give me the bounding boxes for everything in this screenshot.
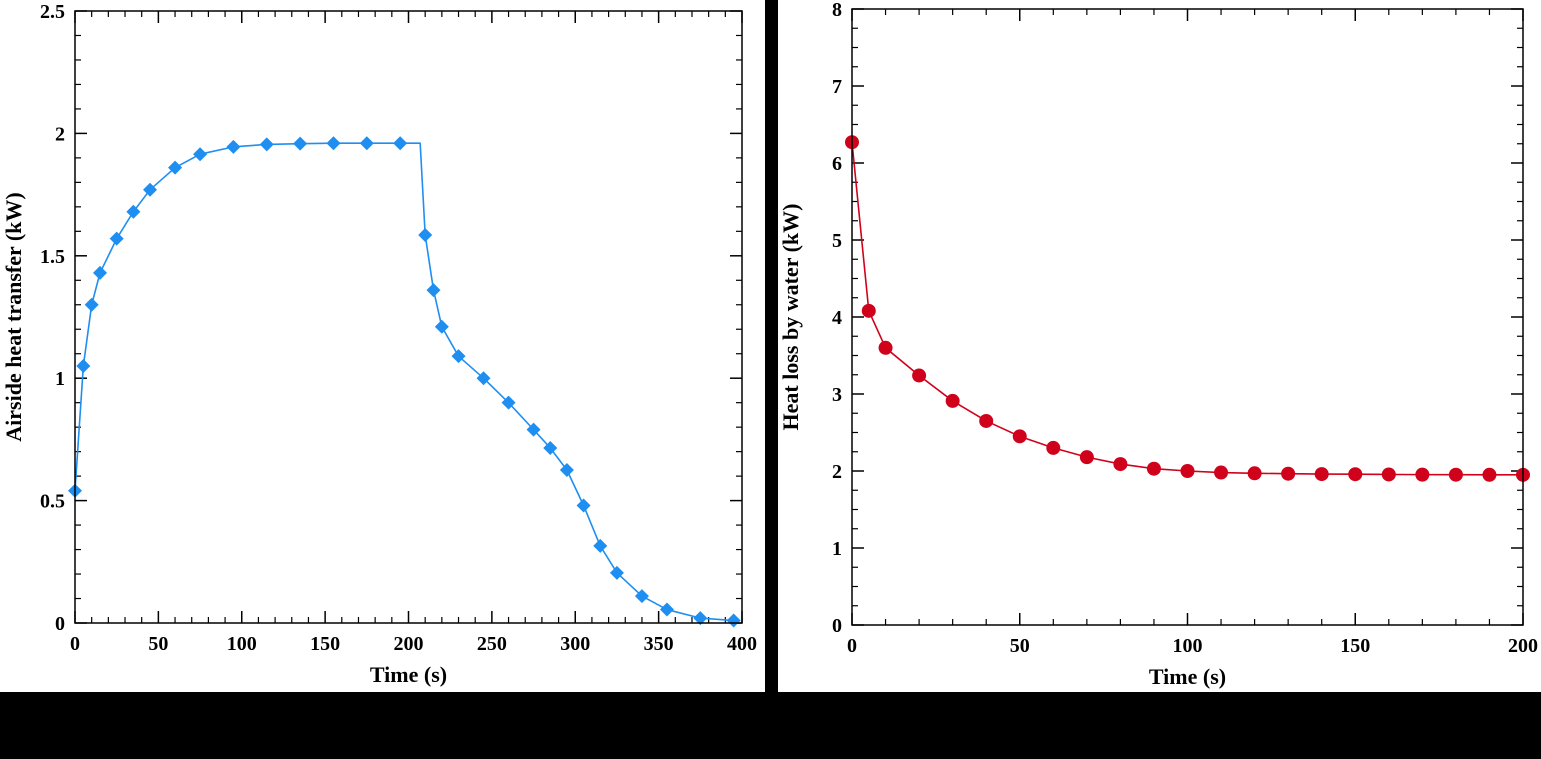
- series-line-left: [74, 142, 734, 622]
- ticks-right: [851, 8, 1524, 626]
- data-point-circle: [1281, 466, 1296, 481]
- x-tick-label: 150: [310, 633, 340, 655]
- data-point-diamond: [693, 611, 708, 626]
- y-tick-label: 7: [832, 76, 842, 98]
- data-point-diamond: [193, 147, 208, 162]
- data-point-diamond: [393, 136, 408, 151]
- data-point-circle: [1415, 467, 1430, 482]
- y-axis-label-left: Airside heat transfer (kW): [1, 192, 26, 442]
- ticks-left: [74, 10, 743, 624]
- data-point-diamond: [559, 463, 574, 477]
- data-point-diamond: [93, 265, 108, 280]
- x-tick-label: 100: [227, 633, 257, 655]
- data-point-circle: [861, 303, 876, 318]
- y-tick-label: 4: [832, 307, 842, 329]
- data-point-circle: [878, 340, 893, 355]
- y-tick-label: 5: [832, 230, 842, 252]
- data-point-circle: [1381, 467, 1396, 482]
- data-point-diamond: [659, 602, 674, 617]
- data-point-circle: [1448, 467, 1463, 482]
- chart-panel-right: 0 50 100 150 200 0 1 2 3 4 5 6 7 8 Time (s) Heat loss…: [778, 0, 1541, 692]
- data-point-diamond: [501, 395, 516, 410]
- series-line-right: [851, 142, 1524, 476]
- y-tick-label: 1: [832, 538, 842, 560]
- data-point-diamond: [226, 139, 241, 154]
- data-point-diamond: [434, 319, 449, 334]
- data-point-diamond: [451, 349, 466, 364]
- data-point-circle: [1247, 466, 1262, 481]
- y-tick-label: 0: [55, 613, 65, 635]
- y-tick-label: 8: [832, 0, 842, 21]
- data-point-diamond: [576, 498, 591, 513]
- data-point-diamond: [476, 371, 491, 386]
- data-point-circle: [1214, 465, 1229, 480]
- tick-labels-right: 0 50 100 150 200 0 1 2 3 4 5 6 7 8: [832, 0, 1538, 657]
- data-point-diamond: [609, 565, 624, 580]
- chart-panel-left: 0 50 100 150 200 250 300 350 400 0 0.5 1 1.5 2 2.5 Tim…: [0, 0, 765, 692]
- x-tick-label: 250: [477, 633, 507, 655]
- data-point-diamond: [126, 204, 141, 219]
- markers-right: [845, 135, 1530, 482]
- x-axis-label-right: Time (s): [1149, 664, 1226, 689]
- data-point-diamond: [543, 440, 558, 455]
- data-point-diamond: [109, 231, 124, 246]
- data-point-circle: [1180, 464, 1195, 478]
- data-point-diamond: [259, 137, 274, 152]
- data-point-circle: [979, 413, 994, 428]
- data-point-diamond: [168, 160, 183, 175]
- x-tick-label: 200: [1508, 635, 1538, 657]
- data-point-circle: [1482, 467, 1497, 482]
- chart-left: 0 50 100 150 200 250 300 350 400 0 0.5 1 1.5 2 2.5 Tim…: [1, 1, 757, 687]
- plot-frame-left: [74, 10, 743, 624]
- data-point-diamond: [359, 136, 374, 151]
- data-point-diamond: [76, 358, 91, 373]
- data-point-circle: [1348, 467, 1363, 482]
- x-tick-label: 300: [560, 633, 590, 655]
- chart-right: 0 50 100 150 200 0 1 2 3 4 5 6 7 8 Time (s) Heat loss…: [778, 0, 1538, 689]
- x-tick-label: 100: [1173, 635, 1203, 657]
- data-point-diamond: [526, 422, 541, 437]
- series-line: [74, 142, 734, 622]
- markers-left: [68, 136, 741, 628]
- plot-frame-right: [851, 8, 1524, 626]
- x-axis-label-left: Time (s): [370, 662, 447, 687]
- y-tick-label: 0.5: [40, 491, 65, 513]
- data-point-diamond: [593, 538, 608, 553]
- y-tick-label: 6: [832, 153, 842, 175]
- data-point-circle: [1314, 467, 1329, 482]
- y-axis-label-right: Heat loss by water (kW): [778, 204, 803, 431]
- data-point-diamond: [418, 227, 433, 242]
- data-point-diamond: [143, 182, 158, 197]
- data-point-circle: [945, 393, 960, 408]
- y-tick-label: 2: [55, 123, 65, 145]
- data-point-circle: [1079, 450, 1094, 465]
- data-point-circle: [1113, 457, 1128, 472]
- data-point-diamond: [726, 613, 741, 628]
- y-tick-label: 3: [832, 384, 842, 406]
- tick-labels-left: 0 50 100 150 200 250 300 350 400 0 0.5 1 1.5 2 2.5: [40, 1, 757, 655]
- data-point-diamond: [84, 297, 99, 312]
- y-tick-label: 1: [55, 368, 65, 390]
- data-point-diamond: [326, 136, 341, 151]
- x-tick-label: 400: [727, 633, 757, 655]
- y-tick-label: 2.5: [40, 1, 65, 23]
- x-tick-label: 0: [70, 633, 80, 655]
- data-point-circle: [1046, 440, 1061, 455]
- data-point-circle: [1012, 429, 1027, 444]
- data-point-circle: [912, 368, 927, 383]
- y-tick-label: 0: [832, 615, 842, 637]
- x-tick-label: 200: [394, 633, 424, 655]
- series-line: [851, 142, 1524, 476]
- data-point-diamond: [293, 136, 308, 151]
- x-tick-label: 350: [644, 633, 674, 655]
- data-point-circle: [1146, 461, 1161, 476]
- data-point-diamond: [426, 283, 441, 298]
- x-tick-label: 50: [1010, 635, 1030, 657]
- y-tick-label: 2: [832, 461, 842, 483]
- x-tick-label: 50: [148, 633, 168, 655]
- x-tick-label: 0: [847, 635, 857, 657]
- y-tick-label: 1.5: [40, 246, 65, 268]
- x-tick-label: 150: [1340, 635, 1370, 657]
- data-point-diamond: [634, 589, 649, 604]
